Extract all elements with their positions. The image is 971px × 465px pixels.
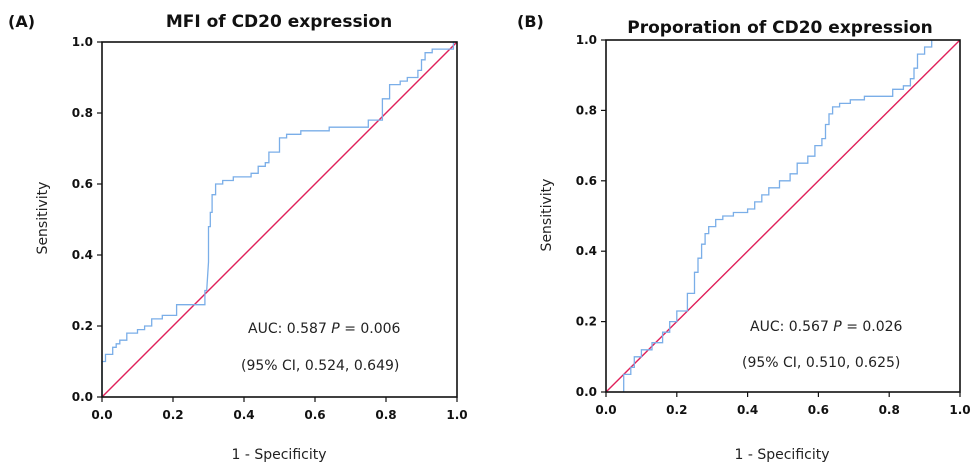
panel-a-x-tick-label: 0.0	[91, 408, 112, 422]
panel-b-letter: (B)	[517, 12, 544, 31]
panel-a-auc-annotation: AUC: 0.587 P = 0.006	[248, 321, 401, 337]
panel-b-y-tick-label: 0.6	[576, 174, 597, 188]
panel-a-reference-line	[101, 41, 458, 398]
panel-a-plot-frame	[101, 41, 458, 398]
panel-a-x-tick-label: 1.0	[446, 408, 467, 422]
panel-b-ci-annotation: (95% CI, 0.510, 0.625)	[742, 355, 900, 371]
panel-a-y-tick-label: 0.4	[72, 248, 93, 262]
panel-b-y-tick-label: 0.8	[576, 103, 597, 117]
panel-b: (B) Proporation of CD20 expression 1 - S…	[517, 12, 971, 463]
panel-b-x-tick-label: 0.2	[666, 403, 687, 417]
panel-b-plot-frame	[605, 39, 961, 393]
panel-b-x-tick-label: 0.6	[808, 403, 829, 417]
panel-b-y-tick-label: 1.0	[576, 33, 597, 47]
panel-b-x-tick-label: 0.8	[879, 403, 900, 417]
panel-b-auc-annotation: AUC: 0.567 P = 0.026	[750, 319, 903, 335]
panel-b-x-tick-label: 0.0	[595, 403, 616, 417]
panel-a-x-tick-label: 0.8	[375, 408, 396, 422]
panel-b-y-axis-label: Sensitivity	[539, 179, 555, 252]
panel-a-y-tick-label: 0.0	[72, 390, 93, 404]
panel-b-title: Proporation of CD20 expression	[627, 18, 932, 38]
panel-a-letter: (A)	[8, 12, 35, 31]
panel-b-roc-curve	[623, 40, 933, 392]
panel-b-reference-line	[605, 39, 961, 393]
panel-a-x-tick-label: 0.4	[233, 408, 254, 422]
panel-b-y-tick-label: 0.2	[576, 315, 597, 329]
panel-b-x-tick-label: 1.0	[949, 403, 970, 417]
panel-b-x-axis-label: 1 - Specificity	[734, 447, 829, 463]
panel-b-y-tick-label: 0.0	[576, 385, 597, 399]
panel-a-y-tick-label: 1.0	[72, 35, 93, 49]
panel-a-y-tick-label: 0.2	[72, 319, 93, 333]
panel-a-y-tick-label: 0.8	[72, 106, 93, 120]
panel-a-title: MFI of CD20 expression	[166, 12, 392, 32]
panel-a-y-tick-label: 0.6	[72, 177, 93, 191]
panel-b-x-tick-label: 0.4	[737, 403, 758, 417]
panel-a-ci-annotation: (95% CI, 0.524, 0.649)	[241, 358, 399, 374]
panel-a-y-axis-label: Sensitivity	[35, 182, 51, 255]
panel-a-x-axis-label: 1 - Specificity	[231, 447, 326, 463]
panel-a-roc-curve	[101, 41, 457, 397]
panel-a: (A) MFI of CD20 expression 1 - Specifici…	[8, 12, 468, 463]
panel-a-x-tick-label: 0.2	[162, 408, 183, 422]
panel-a-x-tick-label: 0.6	[304, 408, 325, 422]
panel-b-y-tick-label: 0.4	[576, 244, 597, 258]
